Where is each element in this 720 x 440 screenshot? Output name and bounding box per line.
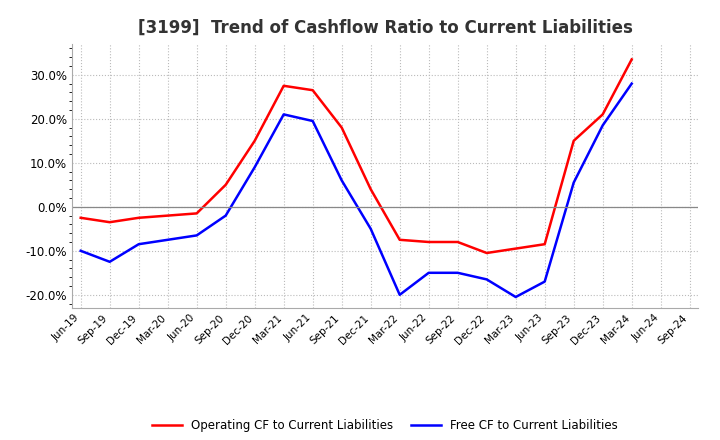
Operating CF to Current Liabilities: [135, 215, 143, 220]
Free CF to Current Liabilities: [366, 226, 375, 231]
Free CF to Current Liabilities: [163, 237, 172, 242]
Operating CF to Current Liabilities: [424, 239, 433, 245]
Operating CF to Current Liabilities: [366, 187, 375, 192]
Free CF to Current Liabilities: [279, 112, 288, 117]
Free CF to Current Liabilities: [221, 213, 230, 218]
Free CF to Current Liabilities: [511, 294, 520, 300]
Operating CF to Current Liabilities: [511, 246, 520, 251]
Operating CF to Current Liabilities: [454, 239, 462, 245]
Free CF to Current Liabilities: [395, 292, 404, 297]
Free CF to Current Liabilities: [482, 277, 491, 282]
Free CF to Current Liabilities: [338, 178, 346, 183]
Free CF to Current Liabilities: [192, 233, 201, 238]
Free CF to Current Liabilities: [105, 259, 114, 264]
Operating CF to Current Liabilities: [163, 213, 172, 218]
Free CF to Current Liabilities: [308, 118, 317, 124]
Free CF to Current Liabilities: [251, 165, 259, 170]
Operating CF to Current Liabilities: [627, 57, 636, 62]
Line: Free CF to Current Liabilities: Free CF to Current Liabilities: [81, 84, 631, 297]
Operating CF to Current Liabilities: [279, 83, 288, 88]
Title: [3199]  Trend of Cashflow Ratio to Current Liabilities: [3199] Trend of Cashflow Ratio to Curren…: [138, 19, 633, 37]
Free CF to Current Liabilities: [454, 270, 462, 275]
Operating CF to Current Liabilities: [105, 220, 114, 225]
Operating CF to Current Liabilities: [308, 88, 317, 93]
Free CF to Current Liabilities: [570, 180, 578, 185]
Free CF to Current Liabilities: [627, 81, 636, 86]
Free CF to Current Liabilities: [135, 242, 143, 247]
Free CF to Current Liabilities: [541, 279, 549, 284]
Free CF to Current Liabilities: [598, 123, 607, 128]
Operating CF to Current Liabilities: [338, 125, 346, 130]
Legend: Operating CF to Current Liabilities, Free CF to Current Liabilities: Operating CF to Current Liabilities, Fre…: [148, 414, 623, 436]
Free CF to Current Liabilities: [76, 248, 85, 253]
Operating CF to Current Liabilities: [570, 138, 578, 143]
Operating CF to Current Liabilities: [541, 242, 549, 247]
Operating CF to Current Liabilities: [482, 250, 491, 256]
Operating CF to Current Liabilities: [251, 138, 259, 143]
Operating CF to Current Liabilities: [76, 215, 85, 220]
Line: Operating CF to Current Liabilities: Operating CF to Current Liabilities: [81, 59, 631, 253]
Operating CF to Current Liabilities: [221, 182, 230, 187]
Operating CF to Current Liabilities: [192, 211, 201, 216]
Operating CF to Current Liabilities: [598, 112, 607, 117]
Free CF to Current Liabilities: [424, 270, 433, 275]
Operating CF to Current Liabilities: [395, 237, 404, 242]
